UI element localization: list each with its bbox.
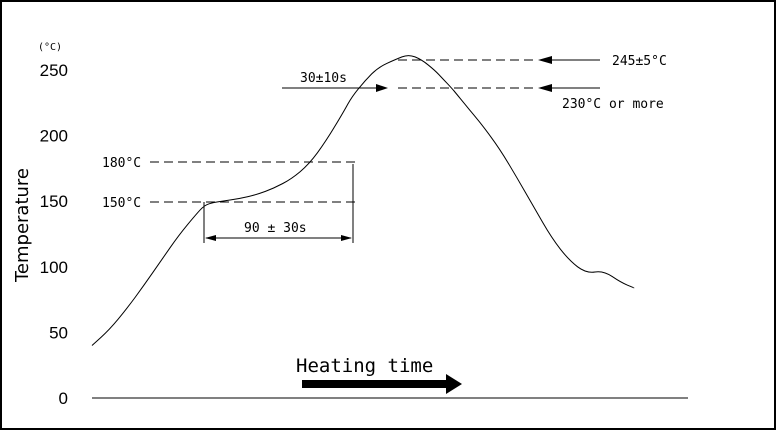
y-tick-label-250: 250 — [40, 61, 68, 80]
y-tick-label-50: 50 — [49, 323, 68, 342]
y-tick-label-200: 200 — [40, 127, 68, 146]
threshold-arrowhead — [538, 84, 552, 92]
preheat-time-label: 90 ± 30s — [244, 221, 307, 236]
temperature-curve — [91, 55, 635, 346]
heating-time-arrowhead — [446, 374, 462, 394]
y-unit-label: (°C) — [38, 42, 62, 53]
heating-time-arrow-shaft — [302, 380, 448, 388]
preheat-right-arrowhead — [341, 235, 352, 241]
peak-time-arrowhead — [376, 84, 388, 92]
x-axis-label: Heating time — [296, 355, 433, 377]
peak-arrowhead — [538, 56, 552, 64]
preheat-high-label: 180°C — [102, 156, 141, 171]
threshold-temp-label: 230°C or more — [562, 97, 664, 112]
preheat-low-label: 150°C — [102, 196, 141, 211]
preheat-left-arrowhead — [205, 235, 216, 241]
y-axis-label: Temperature — [12, 168, 33, 283]
peak-time-label: 30±10s — [300, 71, 347, 86]
y-tick-label-100: 100 — [40, 258, 68, 277]
y-tick-label-0: 0 — [59, 389, 68, 408]
y-tick-label-150: 150 — [40, 192, 68, 211]
peak-temp-label: 245±5°C — [612, 54, 667, 69]
y-tick-labels: 0 50 100 150 200 250 — [40, 61, 68, 408]
